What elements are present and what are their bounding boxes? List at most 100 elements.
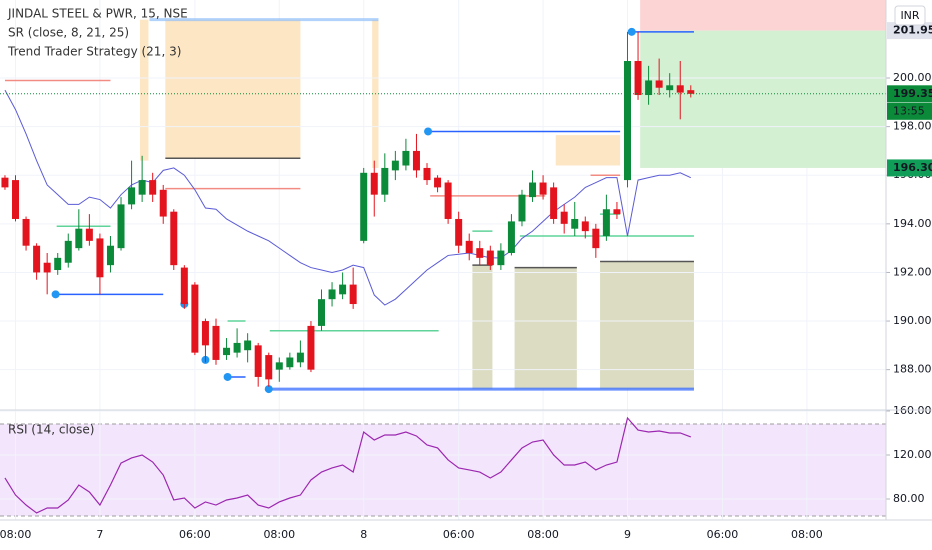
candle-body — [296, 352, 304, 363]
candle-body — [613, 209, 621, 215]
sr-dot — [424, 127, 433, 136]
candle-body — [170, 211, 178, 266]
candle-body — [602, 209, 610, 236]
candle-body — [54, 257, 62, 271]
indicator-label: SR (close, 8, 21, 25) — [8, 26, 129, 40]
candle-body — [128, 187, 136, 205]
price-label-bg — [887, 22, 932, 40]
candle-body — [12, 180, 20, 219]
candle-body — [687, 90, 695, 94]
candle-body — [149, 180, 157, 195]
x-tick-label: 7 — [96, 528, 103, 541]
candle-body — [381, 167, 389, 195]
candle-body — [412, 150, 420, 171]
x-tick-label: 08:00 — [263, 528, 295, 541]
candle-body — [592, 228, 600, 249]
candle-body — [507, 221, 515, 253]
price-label-bg — [887, 159, 932, 177]
candle-body — [286, 357, 294, 368]
zone-box — [472, 265, 493, 390]
candle-body — [360, 172, 368, 241]
candle-body — [402, 150, 410, 166]
candle-body — [191, 284, 199, 353]
candle-body — [117, 204, 125, 249]
candle-body — [560, 211, 568, 224]
zone-box — [640, 0, 886, 31]
candle-body — [571, 218, 579, 229]
trend-line — [4, 89, 692, 306]
currency[interactable]: INR — [900, 9, 919, 22]
candle-body — [64, 240, 72, 263]
y-tick-label: 194.00 — [893, 217, 932, 230]
candle-body — [22, 218, 30, 246]
candle-body — [233, 342, 241, 353]
candle-body — [201, 321, 209, 346]
y-tick-label: 192.00 — [893, 265, 932, 278]
y-tick-label: 200.00 — [893, 71, 932, 84]
candle-body — [212, 325, 220, 360]
price-label: 196.30 — [893, 161, 932, 174]
candle-body — [275, 362, 283, 370]
candle-body — [1, 177, 9, 188]
price-label: 199.35 — [893, 87, 932, 100]
y-tick-label: 80.00 — [893, 492, 925, 505]
candle-body — [254, 345, 262, 377]
candle-body — [307, 325, 315, 370]
candle-body — [96, 238, 104, 278]
price-label-bg — [887, 85, 932, 103]
zone-box — [165, 19, 301, 159]
zone-box — [514, 267, 577, 390]
candle-body — [33, 245, 41, 273]
candle-body — [539, 182, 547, 195]
candle-body — [529, 182, 537, 198]
y-tick-label: 120.00 — [893, 448, 932, 461]
candle-body — [328, 289, 336, 300]
indicator-label: Trend Trader Strategy (21, 3) — [7, 45, 181, 59]
x-tick-label: 08:00 — [527, 528, 559, 541]
candle-body — [106, 245, 114, 266]
countdown-bg — [887, 102, 932, 120]
candle-body — [518, 194, 526, 222]
candle-body — [676, 85, 684, 93]
candle-body — [138, 180, 146, 195]
x-tick-label: 08:00 — [0, 528, 31, 541]
candle-body — [623, 61, 631, 181]
zone-box — [640, 30, 886, 168]
candle-body — [318, 299, 326, 326]
countdown: 13:55 — [893, 104, 925, 117]
zone-box — [140, 19, 149, 161]
candle-body — [444, 182, 452, 219]
candle-body — [655, 80, 663, 88]
candle-body — [265, 355, 273, 380]
candle-body — [223, 347, 231, 356]
candle-body — [645, 80, 653, 96]
y-tick-label: 188.00 — [893, 363, 932, 376]
candle-body — [391, 160, 399, 171]
currency-box[interactable] — [894, 5, 926, 26]
candle-body — [423, 167, 431, 181]
x-tick-label: 06:00 — [707, 528, 739, 541]
x-tick-label: 8 — [360, 528, 367, 541]
price-label: 201.95 — [893, 24, 932, 37]
candle-body — [75, 228, 83, 249]
candle-body — [370, 172, 378, 195]
candle-body — [180, 267, 188, 305]
rsi-title: RSI (14, close) — [8, 423, 94, 437]
candle-body — [43, 262, 51, 273]
background-layer — [0, 423, 886, 517]
x-tick-label: 08:00 — [791, 528, 823, 541]
candle-body — [476, 248, 484, 258]
symbol-title: JINDAL STEEL & PWR, 15, NSE — [7, 7, 188, 21]
zone-box — [600, 261, 694, 390]
sr-dot — [264, 385, 273, 394]
sr-dot — [627, 27, 636, 36]
x-tick-label: 9 — [624, 528, 631, 541]
candle-body — [634, 61, 642, 96]
sr-dot — [223, 372, 232, 381]
candle-body — [339, 284, 347, 295]
candle-body — [159, 189, 167, 217]
candle-body — [434, 177, 442, 188]
candle-body — [85, 228, 93, 241]
candle-body — [497, 250, 505, 266]
candle-body — [666, 85, 674, 91]
